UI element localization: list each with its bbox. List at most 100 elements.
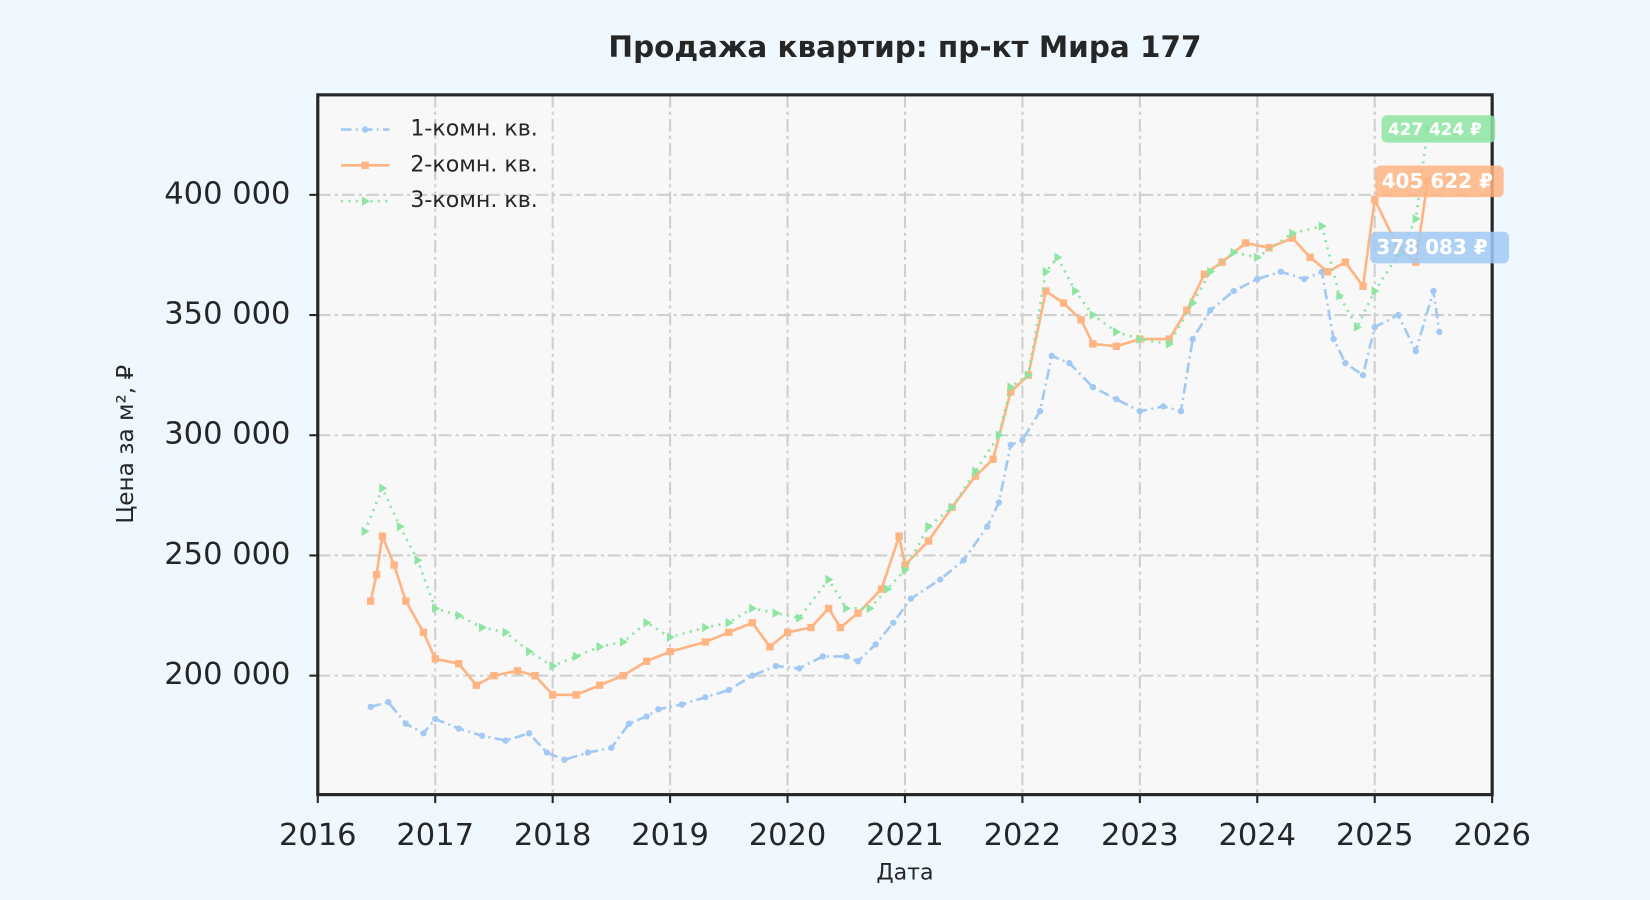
marker bbox=[396, 521, 405, 532]
annotation-box bbox=[1370, 231, 1509, 264]
marker bbox=[1089, 340, 1097, 348]
marker bbox=[1359, 371, 1367, 379]
x-tick-label: 2016 bbox=[279, 818, 357, 853]
y-tick-label: 300 000 bbox=[164, 417, 290, 452]
x-tick-label: 2025 bbox=[1336, 818, 1414, 853]
marker bbox=[1371, 323, 1378, 331]
x-tick-label: 2018 bbox=[514, 818, 592, 853]
x-tick-label: 2019 bbox=[631, 818, 709, 853]
marker bbox=[361, 526, 370, 537]
marker bbox=[561, 756, 568, 763]
marker bbox=[1059, 299, 1068, 307]
marker bbox=[1359, 282, 1367, 290]
marker bbox=[361, 126, 369, 133]
marker bbox=[948, 502, 957, 513]
marker bbox=[513, 667, 522, 675]
annotation-label: 378 083 ₽ bbox=[1376, 235, 1487, 259]
marker bbox=[1165, 335, 1173, 343]
marker bbox=[772, 662, 779, 670]
marker bbox=[843, 603, 851, 614]
marker bbox=[414, 555, 423, 565]
marker bbox=[1189, 335, 1196, 343]
marker bbox=[572, 651, 581, 662]
marker bbox=[655, 706, 662, 713]
marker bbox=[877, 585, 886, 593]
marker bbox=[472, 681, 481, 689]
marker bbox=[372, 570, 381, 579]
marker bbox=[960, 557, 967, 564]
marker bbox=[1289, 228, 1298, 239]
marker bbox=[479, 622, 487, 633]
marker bbox=[854, 658, 862, 665]
marker bbox=[366, 597, 375, 605]
marker bbox=[824, 604, 833, 613]
marker bbox=[702, 622, 711, 633]
marker bbox=[1336, 291, 1345, 301]
marker bbox=[455, 659, 463, 668]
annotation-box bbox=[1375, 165, 1504, 198]
marker bbox=[1025, 370, 1034, 380]
marker bbox=[526, 646, 534, 657]
marker bbox=[1007, 441, 1014, 449]
marker bbox=[419, 628, 428, 637]
marker bbox=[872, 641, 879, 648]
marker bbox=[1430, 287, 1437, 295]
marker bbox=[884, 584, 893, 594]
marker bbox=[1412, 214, 1421, 224]
marker bbox=[643, 618, 652, 628]
marker bbox=[608, 744, 615, 751]
marker bbox=[925, 521, 934, 532]
marker bbox=[819, 653, 826, 660]
x-tick-label: 2026 bbox=[1453, 818, 1531, 853]
marker bbox=[766, 643, 774, 651]
x-tick-label: 2023 bbox=[1101, 818, 1179, 853]
axes: 2016 2017 2018 2019 2020 2021 2022 2023 2024 2025… bbox=[164, 176, 1531, 853]
marker bbox=[995, 499, 1003, 506]
marker bbox=[619, 671, 627, 680]
marker bbox=[402, 720, 410, 727]
marker bbox=[1189, 298, 1198, 308]
marker bbox=[642, 657, 651, 665]
marker bbox=[1136, 334, 1145, 344]
marker bbox=[595, 681, 604, 689]
marker bbox=[549, 661, 558, 671]
series-line bbox=[363, 128, 1429, 668]
annotation-label: 405 622 ₽ bbox=[1382, 169, 1493, 193]
marker bbox=[971, 472, 980, 480]
marker bbox=[1207, 307, 1214, 314]
marker bbox=[1113, 396, 1120, 403]
marker bbox=[907, 595, 915, 602]
marker bbox=[1342, 359, 1349, 367]
marker bbox=[1006, 388, 1015, 396]
marker bbox=[379, 483, 388, 493]
marker bbox=[1324, 268, 1332, 276]
marker bbox=[984, 523, 991, 530]
marker bbox=[866, 603, 875, 614]
marker bbox=[1089, 310, 1098, 320]
marker bbox=[1230, 247, 1239, 258]
legend: 1-комн. кв. 2-комн. кв. 3-комн. кв. bbox=[340, 116, 538, 213]
marker bbox=[431, 655, 439, 663]
marker bbox=[1436, 328, 1443, 336]
series bbox=[361, 124, 1443, 763]
marker bbox=[1230, 287, 1237, 295]
y-tick-label: 350 000 bbox=[164, 297, 290, 332]
marker bbox=[901, 565, 910, 575]
marker bbox=[702, 694, 709, 701]
marker bbox=[890, 619, 897, 626]
grid bbox=[316, 94, 1494, 795]
marker bbox=[678, 701, 686, 708]
marker bbox=[1371, 286, 1380, 296]
marker bbox=[455, 725, 462, 732]
marker bbox=[989, 455, 997, 463]
annotations: 427 424 ₽ 405 622 ₽ 378 083 ₽ bbox=[1370, 115, 1509, 264]
marker bbox=[643, 713, 650, 720]
marker bbox=[531, 671, 539, 680]
marker bbox=[1054, 252, 1063, 263]
marker bbox=[1353, 322, 1362, 332]
marker bbox=[1066, 359, 1073, 367]
marker bbox=[1160, 403, 1167, 410]
marker bbox=[1277, 268, 1284, 275]
marker bbox=[725, 618, 734, 628]
